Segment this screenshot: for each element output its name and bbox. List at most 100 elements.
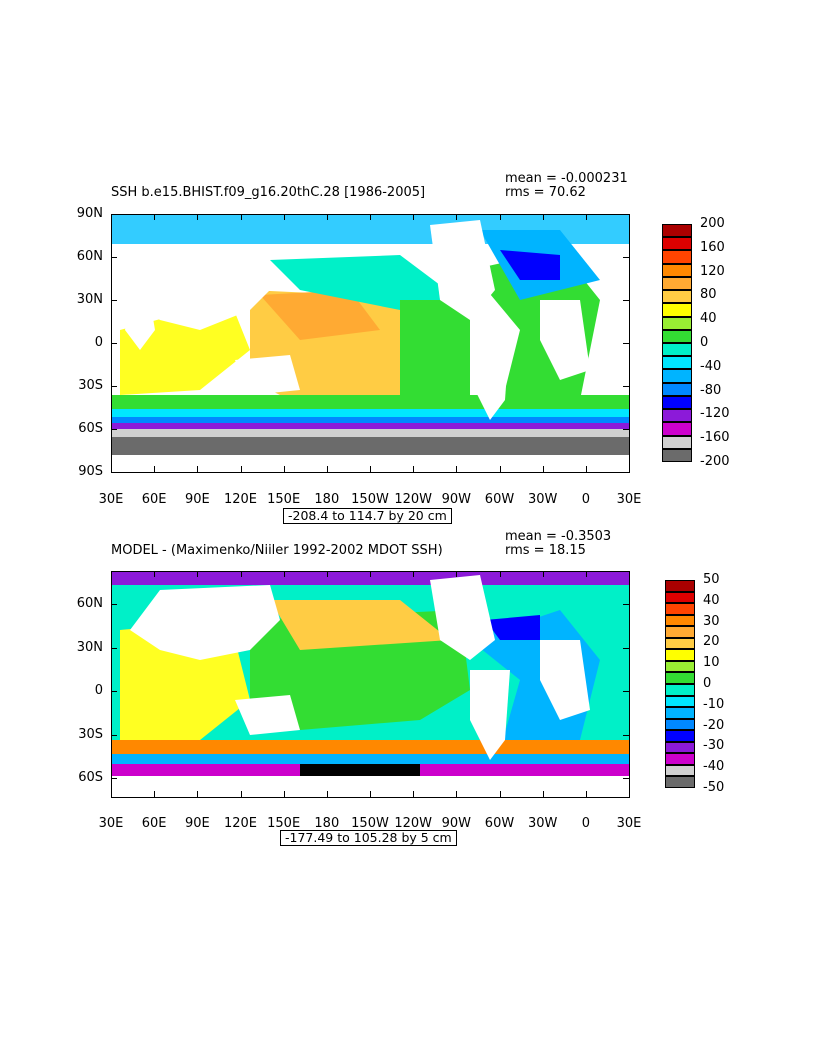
x-tick-mark (585, 571, 587, 577)
x-tick-label: 30E (616, 816, 642, 831)
x-tick-label: 30E (98, 816, 124, 831)
colorbar-swatch (662, 356, 692, 370)
x-tick-mark (111, 791, 112, 797)
colorbar-swatch (662, 369, 692, 383)
colorbar-swatch (665, 580, 695, 592)
panel2-rms: rms = 18.15 (505, 543, 586, 558)
colorbar-swatch (665, 649, 695, 661)
x-tick-label: 90E (184, 492, 210, 507)
y-tick-mark (623, 647, 629, 649)
colorbar-swatch (665, 684, 695, 696)
y-tick-mark (111, 604, 117, 606)
panel1-range-note: -208.4 to 114.7 by 20 cm (283, 508, 452, 524)
x-tick-mark (456, 791, 458, 797)
colorbar-swatch (665, 764, 695, 777)
panel2-title: MODEL - (Maximenko/Niiler 1992-2002 MDOT… (111, 543, 443, 558)
x-tick-label: 150E (267, 492, 301, 507)
panel1-map (111, 214, 629, 472)
colorbar-swatch (662, 422, 692, 436)
x-tick-label: 150E (267, 816, 301, 831)
y-tick-mark (111, 257, 117, 258)
x-tick-mark (197, 466, 199, 472)
colorbar-swatch (665, 741, 695, 754)
x-tick-label: 120E (223, 816, 258, 831)
colorbar-label: -120 (700, 406, 730, 422)
x-tick-mark (154, 214, 156, 220)
y-tick-label: 60N (76, 249, 103, 264)
colorbar-swatch (665, 776, 695, 788)
y-tick-label: 90N (76, 206, 103, 221)
y-tick-mark (623, 778, 629, 780)
y-tick-label: 30N (76, 639, 103, 655)
x-tick-label: 90W (441, 816, 472, 831)
colorbar-swatch (662, 237, 692, 251)
colorbar-swatch (665, 707, 695, 719)
y-tick-label: 60S (78, 421, 103, 436)
colorbar-swatch (662, 382, 692, 396)
panel2-mean: mean = -0.3503 (505, 529, 612, 544)
y-tick-label: 0 (94, 683, 103, 699)
x-tick-mark (370, 791, 371, 797)
colorbar-swatch (665, 637, 695, 650)
x-tick-mark (413, 791, 415, 797)
x-tick-mark (283, 791, 285, 797)
colorbar-swatch (662, 290, 692, 304)
colorbar-swatch (662, 409, 692, 423)
colorbar-label: -80 (700, 382, 722, 398)
colorbar-swatch (662, 343, 692, 357)
colorbar-swatch (665, 730, 695, 742)
colorbar-swatch (665, 718, 695, 731)
x-tick-label: 120W (394, 816, 432, 831)
panel2-range-note: -177.49 to 105.28 by 5 cm (280, 830, 457, 846)
x-tick-mark (111, 466, 112, 472)
colorbar-swatch (662, 224, 692, 238)
colorbar-swatch (662, 303, 692, 317)
x-tick-mark (326, 571, 328, 577)
y-tick-mark (623, 734, 629, 736)
colorbar-swatch (665, 626, 695, 638)
y-tick-mark (623, 386, 629, 387)
x-tick-label: 90W (441, 492, 472, 507)
colorbar-label: -50 (703, 780, 725, 795)
x-tick-label: 120W (394, 492, 432, 507)
y-tick-mark (111, 429, 117, 430)
x-tick-mark (499, 214, 501, 220)
x-tick-label: 150W (351, 816, 389, 831)
colorbar-label: 20 (703, 634, 720, 650)
colorbar-swatch (662, 276, 692, 291)
y-tick-mark (111, 386, 117, 387)
colorbar-label: -40 (703, 759, 725, 775)
x-tick-label: 120E (223, 492, 258, 507)
panel1-mean: mean = -0.000231 (505, 171, 628, 186)
x-tick-mark (111, 214, 112, 220)
colorbar-swatch (665, 614, 695, 627)
x-tick-label: 90E (184, 816, 210, 831)
x-tick-mark (629, 791, 630, 797)
y-tick-mark (623, 257, 629, 258)
colorbar-label: -40 (700, 358, 722, 374)
colorbar-swatch (665, 603, 695, 615)
x-tick-mark (154, 466, 156, 472)
panel2-map (111, 571, 629, 797)
colorbar-swatch (662, 448, 692, 462)
y-tick-mark (111, 300, 117, 301)
y-tick-mark (623, 691, 629, 693)
y-tick-label: 30S (78, 378, 103, 393)
colorbar-label: 50 (703, 572, 720, 587)
x-tick-label: 150W (351, 492, 389, 507)
colorbar-swatch (662, 329, 692, 343)
x-tick-mark (499, 571, 501, 577)
colorbar-label: 30 (703, 613, 720, 629)
x-tick-mark (499, 466, 501, 472)
colorbar-label: 120 (700, 263, 725, 279)
y-tick-label: 60S (78, 770, 103, 786)
x-tick-mark (585, 466, 587, 472)
y-tick-label: 90S (78, 464, 103, 479)
x-tick-label: 180 (314, 816, 340, 831)
colorbar-label: -10 (703, 696, 725, 712)
x-tick-mark (240, 571, 242, 577)
y-tick-label: 30S (78, 726, 103, 742)
x-tick-label: 60W (484, 492, 515, 507)
